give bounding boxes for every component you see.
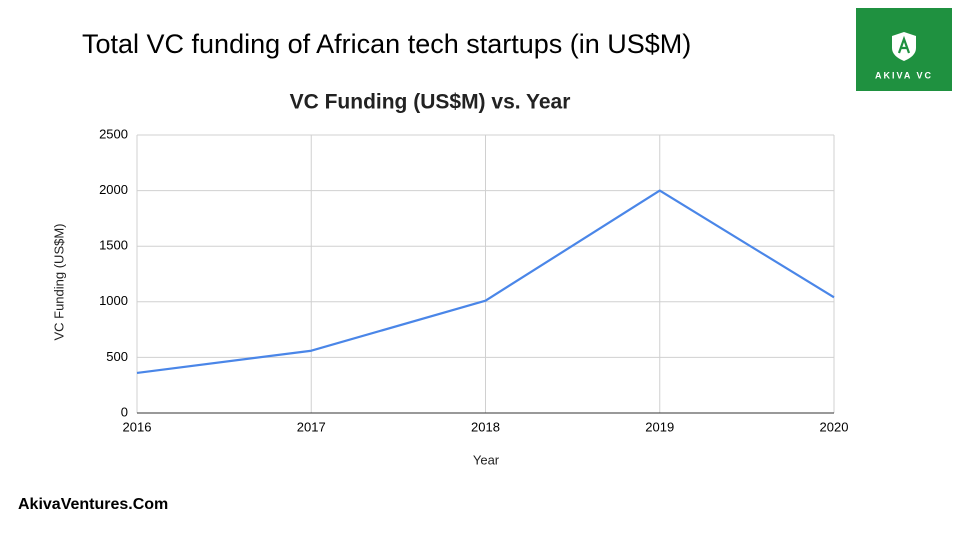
x-tick-label: 2020 [820, 419, 849, 434]
y-tick-label: 2000 [99, 182, 128, 197]
chart-title: VC Funding (US$M) vs. Year [290, 91, 571, 114]
y-tick-label: 1000 [99, 293, 128, 308]
logo-letter [897, 35, 911, 54]
y-tick-label: 500 [106, 349, 128, 364]
x-tick-label: 2019 [645, 419, 674, 434]
x-tick-label: 2016 [123, 419, 152, 434]
logo: AKIVA VC [856, 8, 952, 91]
y-tick-label: 2500 [99, 126, 128, 141]
footer: AkivaVentures.Com [18, 496, 168, 513]
logo-shield [892, 32, 916, 61]
y-axis-label: VC Funding (US$M) [51, 223, 66, 340]
y-tick-label: 0 [121, 404, 128, 419]
x-tick-label: 2017 [297, 419, 326, 434]
data-line [136, 189, 835, 375]
x-axis-label: Year [473, 452, 500, 467]
slide-title: Total VC funding of African tech startup… [82, 29, 691, 59]
logo-text: AKIVA VC [875, 70, 933, 80]
y-tick-label: 1500 [99, 238, 128, 253]
x-tick-label: 2018 [471, 419, 500, 434]
